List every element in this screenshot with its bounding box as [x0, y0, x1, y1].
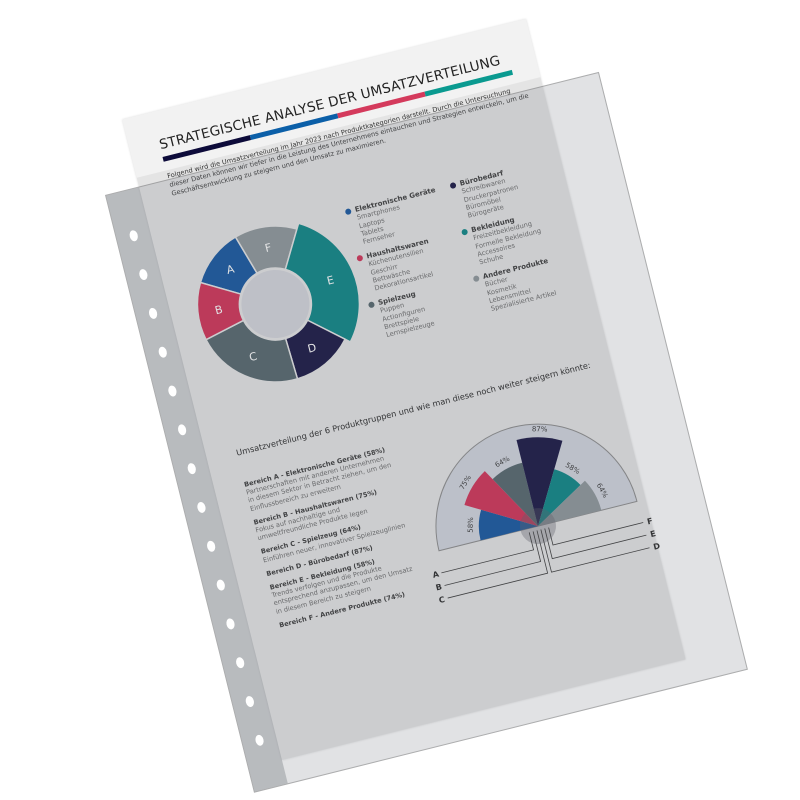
fan-category-label: E: [649, 529, 656, 539]
fan-leader-line: [548, 522, 644, 546]
punched-strip: [106, 187, 288, 792]
fan-wedge-F: [537, 480, 602, 527]
fan-category-label: C: [438, 595, 446, 605]
donut-slice-E: [284, 222, 361, 343]
fan-wedge-D: [516, 437, 563, 527]
fan-category-label: D: [652, 541, 661, 551]
fan-value-label: 58%: [467, 517, 475, 533]
infographic-page: STRATEGISCHE ANALYSE DER UMSATZVERTEILUN…: [122, 18, 686, 760]
fan-wedge-C: [492, 462, 538, 527]
punch-hole: [138, 268, 149, 281]
punch-hole: [157, 345, 168, 359]
punch-hole: [244, 695, 256, 708]
punch-hole: [186, 462, 197, 475]
fan-leader-line: [447, 530, 549, 599]
fan-value-label: 87%: [532, 425, 548, 433]
fan-category-label: A: [432, 569, 441, 579]
punch-hole: [167, 384, 178, 398]
punch-hole: [176, 423, 188, 437]
punch-hole: [147, 307, 159, 320]
fan-category-label: F: [646, 516, 653, 526]
plastic-sleeve: [105, 71, 748, 793]
donut-label: B: [214, 303, 224, 317]
sheet-protector: STRATEGISCHE ANALYSE DER UMSATZVERTEILUN…: [105, 18, 748, 793]
fan-leader-line: [444, 531, 542, 586]
fan-category-label: B: [435, 582, 443, 592]
donut-label: A: [225, 262, 236, 277]
donut-label: E: [326, 273, 336, 287]
donut-slice-B: [196, 281, 245, 341]
punch-hole: [225, 617, 236, 631]
donut-chart: A F E D C B: [196, 222, 361, 383]
donut-slice-C: [205, 319, 299, 383]
punch-hole: [196, 501, 207, 514]
punch-hole: [254, 734, 265, 747]
punch-hole: [234, 656, 246, 669]
fan-leader-line: [441, 532, 535, 574]
fan-hub: [519, 508, 556, 545]
fan-wedge-E: [537, 469, 581, 527]
fan-leader-line: [540, 529, 650, 573]
donut-label: F: [264, 241, 273, 255]
punch-hole: [128, 229, 139, 243]
punch-hole: [215, 578, 227, 592]
punch-hole: [205, 539, 217, 553]
fan-leader-line: [544, 528, 647, 560]
fan-wedge-B: [464, 471, 538, 527]
donut-hole: [241, 270, 310, 339]
donut-label: D: [306, 341, 317, 356]
fan-wedge-A: [478, 509, 538, 541]
donut-label: C: [248, 350, 259, 365]
